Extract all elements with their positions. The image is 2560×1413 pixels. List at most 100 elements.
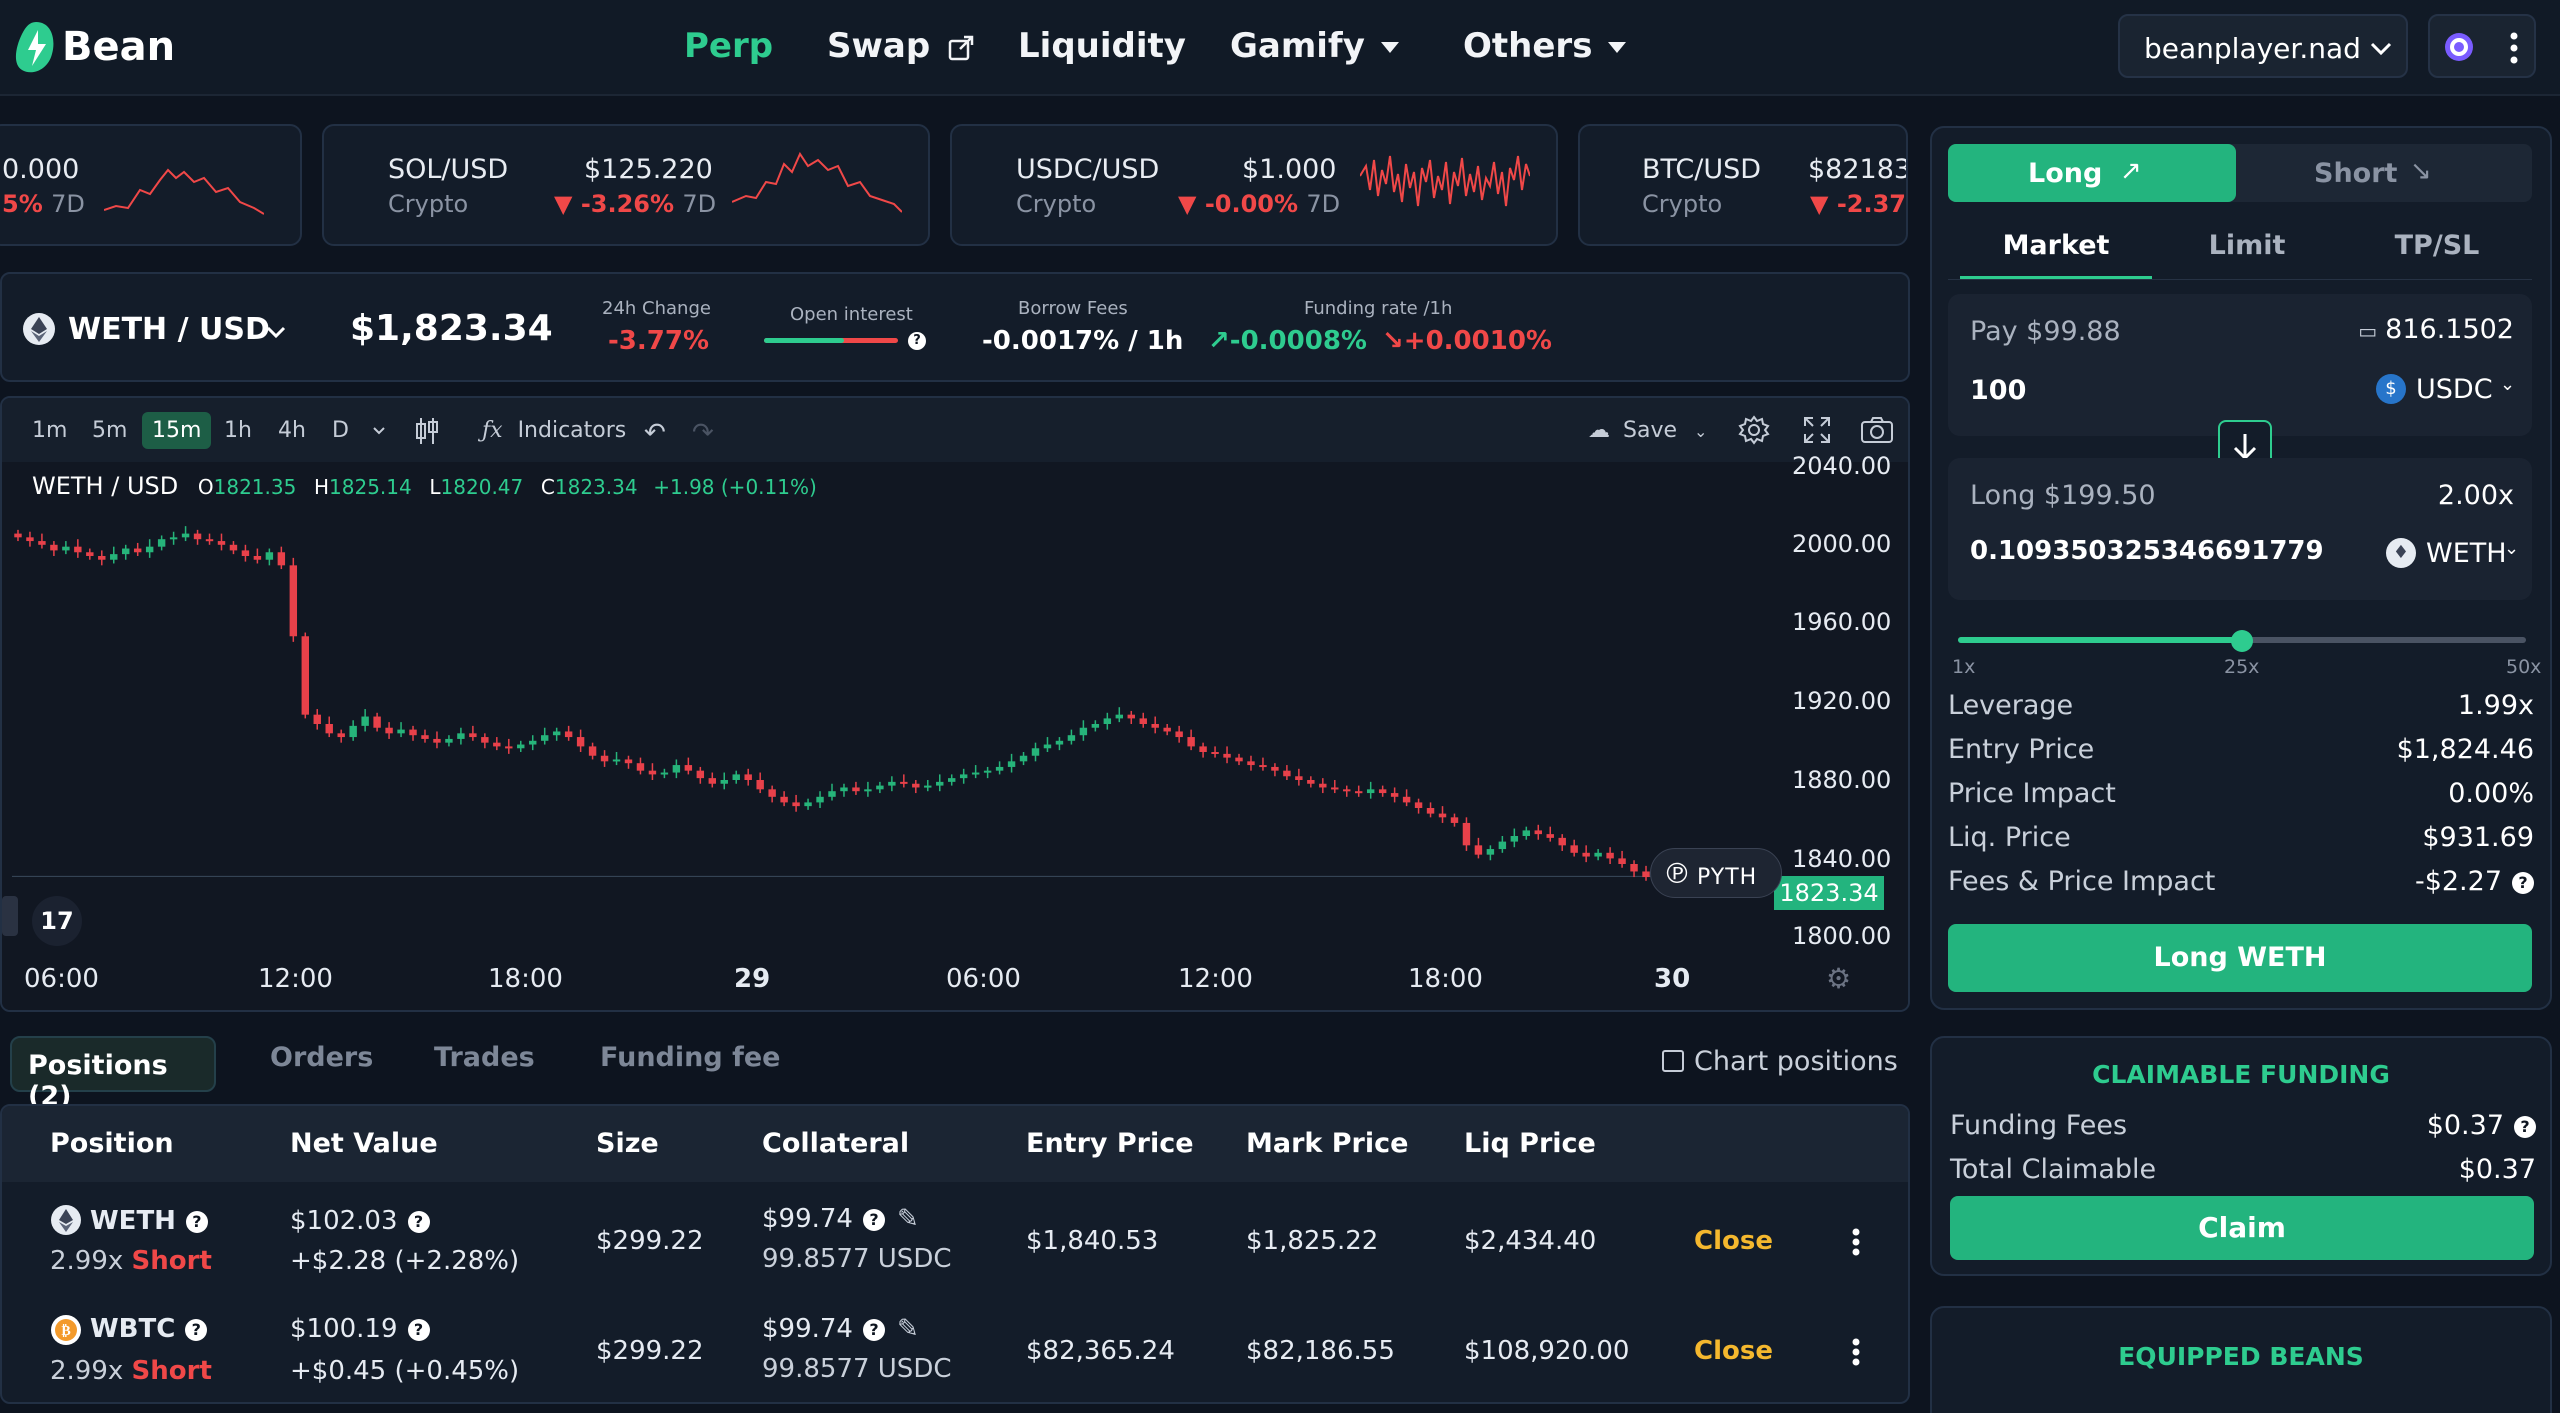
chart-settings-icon[interactable]: ⚙	[1826, 962, 1852, 995]
candle	[804, 802, 812, 807]
tab-funding-fee[interactable]: Funding fee	[600, 1042, 781, 1073]
help-icon[interactable]: ?	[862, 1318, 885, 1341]
candle	[1031, 748, 1040, 756]
help-icon[interactable]: ?	[862, 1208, 885, 1231]
timeframe-4h[interactable]: 4h	[278, 418, 306, 443]
help-icon[interactable]: ?	[908, 332, 926, 350]
nav-others[interactable]: Others	[1463, 26, 1627, 66]
chart-positions-checkbox[interactable]	[1662, 1050, 1684, 1072]
slider-thumb[interactable]	[2231, 630, 2253, 652]
candle	[840, 787, 848, 792]
table-row[interactable]: WETH? 2.99x Short $102.03? +$2.28 (+2.28…	[2, 1184, 1908, 1294]
ohlc-close: 1823.34	[554, 475, 638, 499]
candle	[265, 552, 274, 560]
table-row[interactable]: ₿ WBTC? 2.99x Short $100.19? +$0.45 (+0.…	[2, 1294, 1908, 1402]
candle	[936, 781, 944, 786]
candle	[289, 565, 298, 637]
claim-button[interactable]: Claim	[1950, 1196, 2534, 1260]
candle	[241, 550, 250, 556]
x-tick: 29	[734, 964, 771, 994]
nav-gamify[interactable]: Gamify	[1230, 26, 1399, 66]
help-icon[interactable]: ?	[407, 1318, 430, 1341]
col-size: Size	[596, 1128, 659, 1159]
candle	[122, 548, 130, 555]
candle	[1486, 849, 1495, 855]
undo-icon[interactable]: ↶	[644, 418, 666, 448]
close-button[interactable]: Close	[1694, 1226, 1773, 1256]
ticker-card[interactable]: SOL/USD Crypto $125.220 ▼ -3.26% 7D	[322, 124, 930, 246]
chevron-down-icon	[266, 326, 286, 339]
claimable-funding-panel: CLAIMABLE FUNDING Funding Fees $0.37? To…	[1930, 1036, 2552, 1276]
timeframe-5m[interactable]: 5m	[92, 418, 128, 443]
close-button[interactable]: Close	[1694, 1336, 1773, 1366]
pair-selector[interactable]: WETH / USD	[22, 304, 292, 354]
candle	[816, 796, 824, 803]
candle	[1414, 802, 1423, 808]
tab-positions[interactable]: Positions (2)	[10, 1036, 216, 1112]
candle	[1355, 791, 1363, 794]
candle	[505, 746, 513, 749]
panel-collapse-handle[interactable]	[2, 896, 18, 936]
help-icon[interactable]: ?	[185, 1318, 208, 1341]
edit-icon[interactable]: ✎	[896, 1204, 919, 1234]
chart-positions-toggle[interactable]: Chart positions	[1660, 1044, 1910, 1078]
timeframe-d[interactable]: D	[332, 418, 349, 443]
bean-logo[interactable]: Bean	[14, 18, 214, 78]
tradingview-logo[interactable]: 17	[32, 896, 82, 946]
pay-amount-input[interactable]	[1970, 370, 2270, 410]
ticker-card[interactable]: USDC/USD Crypto $1.000 ▼ -0.00% 7D	[950, 124, 1558, 246]
candle	[110, 554, 118, 560]
settings-icon[interactable]	[1738, 414, 1770, 446]
help-icon[interactable]: ?	[185, 1210, 208, 1233]
funding-title: CLAIMABLE FUNDING	[2092, 1060, 2390, 1089]
pay-token-selector[interactable]: $ USDC ⌄	[2376, 372, 2516, 412]
save-button[interactable]: ☁ Save ⌄	[1578, 412, 1717, 449]
more-vertical-icon[interactable]	[1852, 1228, 1860, 1256]
collateral-value: $99.74? ✎	[762, 1314, 919, 1344]
leverage-slider[interactable]	[1958, 630, 2526, 652]
nav-perp[interactable]: Perp	[684, 26, 774, 66]
submit-long-button[interactable]: Long WETH	[1948, 924, 2532, 992]
borrow-fees-value: -0.0017% / 1h	[982, 326, 1184, 356]
edit-icon[interactable]: ✎	[896, 1314, 919, 1344]
more-vertical-icon[interactable]	[1852, 1338, 1860, 1366]
ticker-card[interactable]: 0.000 5% 7D	[0, 124, 302, 246]
chevron-down-icon	[1608, 42, 1627, 53]
help-icon[interactable]: ?	[407, 1210, 430, 1233]
order-tab-market[interactable]: Market	[2002, 230, 2110, 261]
nav-gamify-label: Gamify	[1230, 26, 1365, 66]
long-tab[interactable]: Long ↗	[1948, 144, 2236, 202]
short-tab[interactable]: Short ↘	[2236, 144, 2532, 202]
x-tick: 06:00	[24, 964, 99, 994]
candle	[1007, 761, 1016, 767]
ticker-card[interactable]: BTC/USD Crypto $82183.6 ▼ -2.37%	[1578, 124, 1908, 246]
help-icon[interactable]: ?	[2514, 1115, 2536, 1138]
nav-swap[interactable]: Swap	[827, 26, 974, 66]
ticker-sparkline	[104, 168, 264, 215]
candle-type-icon[interactable]	[414, 416, 440, 446]
timeframe-15m[interactable]: 15m	[142, 412, 212, 449]
order-tab-limit[interactable]: Limit	[2208, 230, 2286, 261]
nav-liquidity[interactable]: Liquidity	[1018, 26, 1186, 66]
chart-area[interactable]: WETH / USD O1821.35 H1825.14 L1820.47 C1…	[2, 452, 1908, 1010]
timeframe-1h[interactable]: 1h	[224, 418, 252, 443]
candle	[457, 733, 465, 739]
candle	[193, 533, 202, 540]
fullscreen-icon[interactable]	[1802, 415, 1832, 445]
position-leverage: 2.99x Short	[50, 1356, 212, 1386]
camera-icon[interactable]	[1860, 415, 1894, 445]
timeframe-1m[interactable]: 1m	[32, 418, 68, 443]
receive-token-selector[interactable]: ♦ WETH ⌄	[2386, 536, 2526, 576]
redo-icon[interactable]: ↷	[692, 418, 714, 448]
indicators-button[interactable]: ƒx Indicators	[472, 412, 636, 449]
account-dropdown[interactable]: beanplayer.nad	[2118, 14, 2408, 78]
candle	[792, 802, 800, 807]
last-price-label: 1823.34	[1774, 876, 1884, 910]
order-tab-tpsl[interactable]: TP/SL	[2394, 230, 2480, 261]
tab-orders[interactable]: Orders	[270, 1042, 374, 1073]
chevron-down-icon[interactable]	[372, 426, 386, 436]
help-icon[interactable]: ?	[2512, 871, 2534, 894]
tab-trades[interactable]: Trades	[434, 1042, 535, 1073]
wallet-menu[interactable]	[2428, 14, 2536, 78]
bean-logo-icon	[15, 22, 54, 73]
